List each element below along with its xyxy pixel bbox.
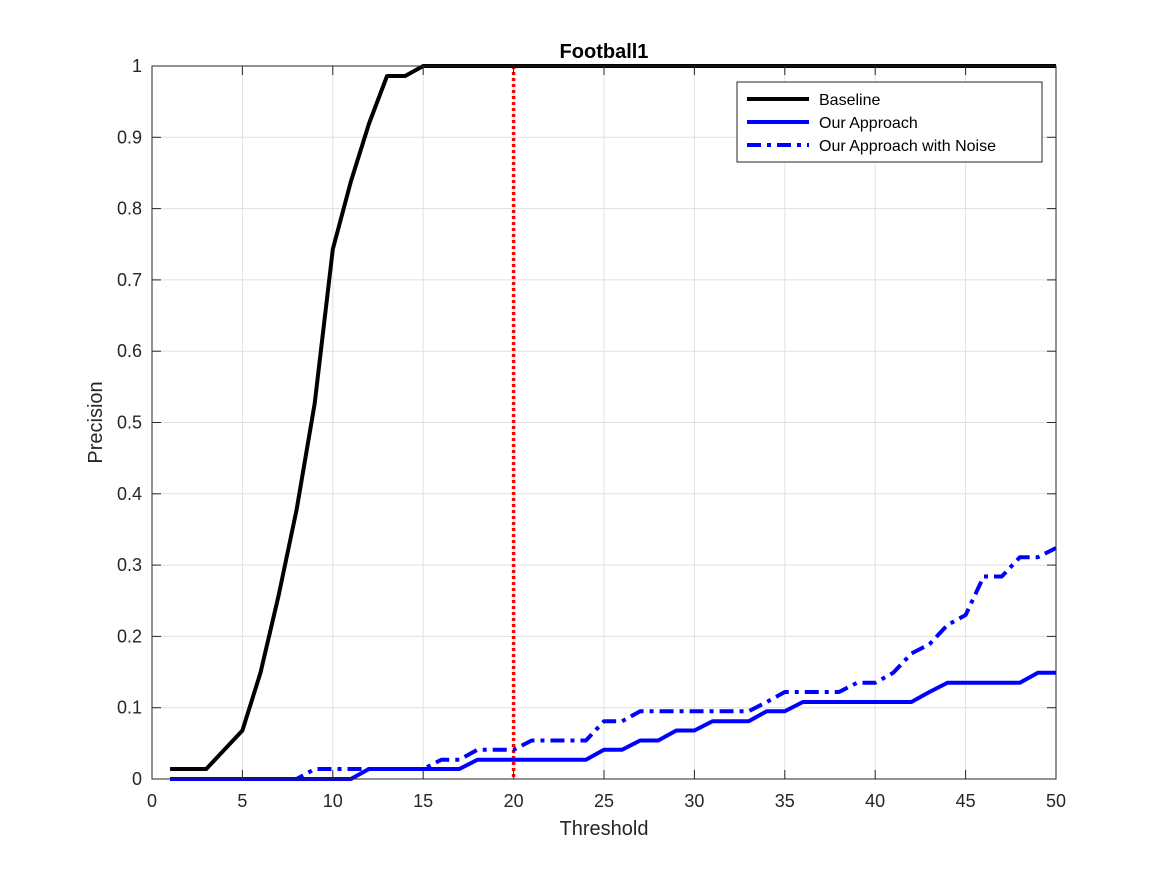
x-tick-label: 45 xyxy=(956,791,976,811)
y-axis-label: Precision xyxy=(85,381,107,463)
y-tick-label: 0.2 xyxy=(117,626,142,646)
x-axis-label: Threshold xyxy=(560,818,649,840)
series-line-our-approach-with-noise xyxy=(170,546,1057,781)
y-tick-label: 0.4 xyxy=(117,484,142,504)
legend-label: Baseline xyxy=(819,92,880,109)
ticks: 0 5 10 15 20 25 30 35 40 45 50 0 0.1 0.2 0.3 0.4 0.5 0.6 0… xyxy=(117,56,1066,811)
y-tick-label: 0.1 xyxy=(117,698,142,718)
x-tick-label: 50 xyxy=(1046,791,1066,811)
x-tick-label: 30 xyxy=(684,791,704,811)
legend-label: Our Approach xyxy=(819,115,918,132)
x-tick-label: 35 xyxy=(775,791,795,811)
legend-label: Our Approach with Noise xyxy=(819,138,996,155)
legend: Baseline Our Approach Our Approach with No… xyxy=(736,81,1043,163)
chart-title: Football1 xyxy=(560,41,649,63)
x-tick-label: 5 xyxy=(237,791,247,811)
y-tick-label: 0.7 xyxy=(117,270,142,290)
x-tick-label: 15 xyxy=(413,791,433,811)
y-tick-label: 0.8 xyxy=(117,199,142,219)
x-tick-label: 40 xyxy=(865,791,885,811)
y-tick-label: 0 xyxy=(132,769,142,789)
grid xyxy=(152,66,1056,779)
x-tick-label: 0 xyxy=(147,791,157,811)
y-tick-label: 0.3 xyxy=(117,555,142,575)
y-tick-label: 0.5 xyxy=(117,413,142,433)
y-tick-label: 1 xyxy=(132,56,142,76)
y-tick-label: 0.9 xyxy=(117,127,142,147)
y-tick-label: 0.6 xyxy=(117,341,142,361)
x-tick-label: 25 xyxy=(594,791,614,811)
x-tick-label: 20 xyxy=(504,791,524,811)
x-tick-label: 10 xyxy=(323,791,343,811)
